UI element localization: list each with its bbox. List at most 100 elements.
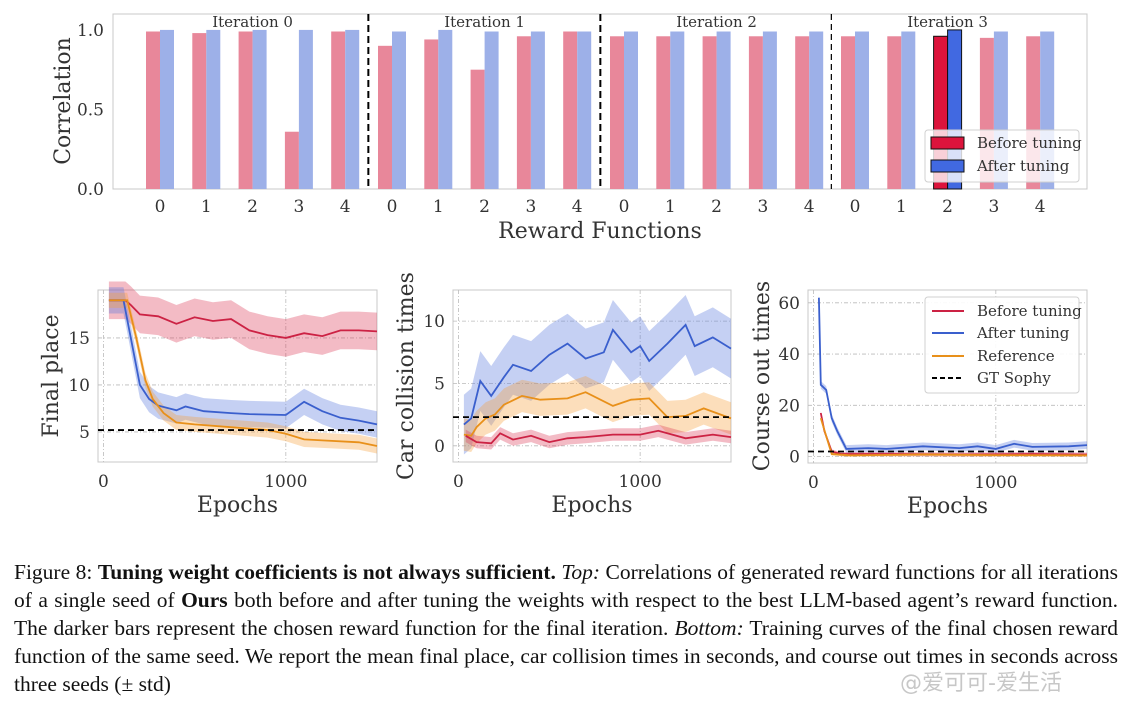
series-line-after bbox=[463, 323, 732, 426]
x-tick-label: 0 bbox=[98, 472, 109, 492]
bar-x-tick-label: 1 bbox=[665, 197, 676, 217]
legend-label-before-tuning: Before tuning bbox=[977, 302, 1082, 320]
bar-before-tuning bbox=[146, 31, 160, 189]
bar-x-tick-label: 2 bbox=[479, 197, 490, 217]
y-tick-label: 15 bbox=[68, 329, 90, 349]
caption-figure-label: Figure 8: bbox=[14, 560, 93, 584]
y-tick-label: 5 bbox=[434, 374, 445, 394]
bar-before-tuning bbox=[610, 36, 624, 189]
bar-y-tick-label: 0.0 bbox=[77, 180, 104, 200]
confidence-band-before bbox=[108, 281, 378, 357]
bar-y-ticks: 0.0 0.5 1.0 bbox=[77, 21, 104, 200]
series-line-before bbox=[108, 299, 378, 339]
legend-label-after: After tuning bbox=[976, 157, 1070, 175]
bar-before-tuning bbox=[887, 36, 902, 189]
y-axis-label: Course out times bbox=[750, 281, 775, 471]
y-tick-label: 5 bbox=[79, 423, 90, 443]
bar-x-tick-label: 1 bbox=[433, 197, 444, 217]
y-tick-label: 60 bbox=[778, 294, 800, 314]
bar-x-tick-label: 4 bbox=[340, 197, 351, 217]
bar-before-tuning bbox=[424, 39, 439, 189]
legend-label-gt-sophy: GT Sophy bbox=[977, 369, 1051, 387]
bar-x-tick-label: 0 bbox=[850, 197, 861, 217]
confidence-band-after bbox=[108, 287, 378, 438]
bar-before-tuning bbox=[656, 36, 671, 189]
bar-marks bbox=[146, 14, 1055, 190]
bar-x-tick-label: 2 bbox=[247, 197, 258, 217]
bar-after-tuning bbox=[252, 29, 267, 190]
bar-after-tuning bbox=[298, 29, 313, 190]
confidence-band-reference bbox=[463, 376, 731, 452]
y-tick-label: 0 bbox=[789, 448, 800, 468]
bar-before-tuning bbox=[378, 45, 392, 190]
line-legend-frame bbox=[924, 296, 1080, 394]
bar-after-tuning bbox=[809, 31, 824, 189]
bar-after-tuning bbox=[345, 29, 360, 190]
series-line-reference bbox=[819, 417, 1088, 457]
bar-x-tick-label: 0 bbox=[387, 197, 398, 217]
bar-after-tuning bbox=[716, 31, 731, 189]
bar-before-tuning bbox=[841, 36, 855, 189]
legend-label-before: Before tuning bbox=[977, 134, 1082, 152]
bar-before-tuning bbox=[470, 69, 485, 189]
iteration-label: Iteration 2 bbox=[676, 13, 757, 31]
bar-after-tuning bbox=[392, 31, 406, 189]
bar-after-tuning bbox=[484, 31, 499, 189]
top-bar-chart: 0.0 0.5 1.0 0 1 2 3 4 0 1 2 3 4 0 1 2 3 4 0 1 2 3 4 Iteration… bbox=[51, 13, 1088, 244]
iteration-label: Iteration 3 bbox=[907, 13, 988, 31]
bar-x-tick-label: 3 bbox=[757, 197, 768, 217]
bar-before-tuning bbox=[331, 31, 346, 189]
caption-ours: Ours bbox=[181, 588, 228, 612]
legend-swatch-after bbox=[930, 159, 965, 173]
confidence-band-before bbox=[465, 424, 731, 450]
bar-after-tuning bbox=[901, 31, 916, 189]
y-axis-label: Car collision times bbox=[394, 272, 419, 480]
series-line-after bbox=[818, 297, 1088, 450]
y-tick-label: 20 bbox=[778, 396, 800, 416]
bar-after-tuning bbox=[438, 29, 453, 190]
bar-legend: Before tuning After tuning bbox=[924, 129, 1082, 183]
plot-frame bbox=[807, 289, 1088, 464]
bar-before-tuning bbox=[563, 31, 578, 189]
x-axis-label: Epochs bbox=[197, 493, 278, 518]
x-axis-label: Epochs bbox=[907, 494, 988, 519]
x-tick-label: 1000 bbox=[264, 472, 307, 492]
x-tick-label: 0 bbox=[453, 472, 464, 492]
series-line-before bbox=[465, 429, 732, 445]
iteration-label: Iteration 0 bbox=[212, 13, 293, 31]
figure-caption: Figure 8: Tuning weight coefficients is … bbox=[14, 558, 1118, 698]
x-axis-label: Epochs bbox=[551, 493, 632, 518]
bar-x-tick-label: 3 bbox=[525, 197, 536, 217]
y-axis-label: Final place bbox=[39, 314, 64, 437]
plot-frame bbox=[452, 289, 732, 463]
bar-x-tick-label: 0 bbox=[155, 197, 166, 217]
bar-x-tick-label: 3 bbox=[988, 197, 999, 217]
series-line-reference bbox=[108, 299, 378, 447]
caption-top-label: Top: bbox=[561, 560, 601, 584]
watermark: @爱可可-爱生活 bbox=[900, 671, 1062, 696]
bar-x-tick-label: 4 bbox=[1035, 197, 1046, 217]
bar-after-tuning bbox=[624, 31, 638, 189]
caption-bottom-label: Bottom: bbox=[674, 616, 744, 640]
caption-top-text-1: Correlations of generated reward functio… bbox=[14, 560, 1119, 612]
y-tick-label: 10 bbox=[423, 312, 445, 332]
car-collision-chart: 0 1000 0 5 10 Epochs Car collision times bbox=[394, 272, 732, 518]
line-legend: Before tuning After tuning Reference GT … bbox=[924, 296, 1082, 394]
y-tick-label: 10 bbox=[68, 376, 90, 396]
bar-before-tuning bbox=[702, 36, 717, 189]
x-tick-label: 1000 bbox=[619, 472, 662, 492]
bar-after-tuning bbox=[206, 29, 221, 190]
x-tick-label: 0 bbox=[808, 473, 819, 493]
y-tick-label: 40 bbox=[778, 345, 800, 365]
bar-y-axis-label: Correlation bbox=[51, 37, 76, 165]
legend-swatch-before bbox=[930, 136, 965, 150]
bar-after-tuning bbox=[160, 29, 174, 190]
bar-after-tuning bbox=[762, 31, 777, 189]
bar-x-tick-label: 2 bbox=[942, 197, 953, 217]
caption-bottom-text: Training curves of the final chosen rewa… bbox=[14, 616, 1118, 696]
series-line-after bbox=[108, 299, 378, 426]
bar-x-ticks: 0 1 2 3 4 0 1 2 3 4 0 1 2 3 4 0 1 2 3 4 bbox=[155, 197, 1046, 217]
bar-before-tuning bbox=[284, 131, 299, 189]
bar-after-tuning bbox=[670, 31, 685, 189]
